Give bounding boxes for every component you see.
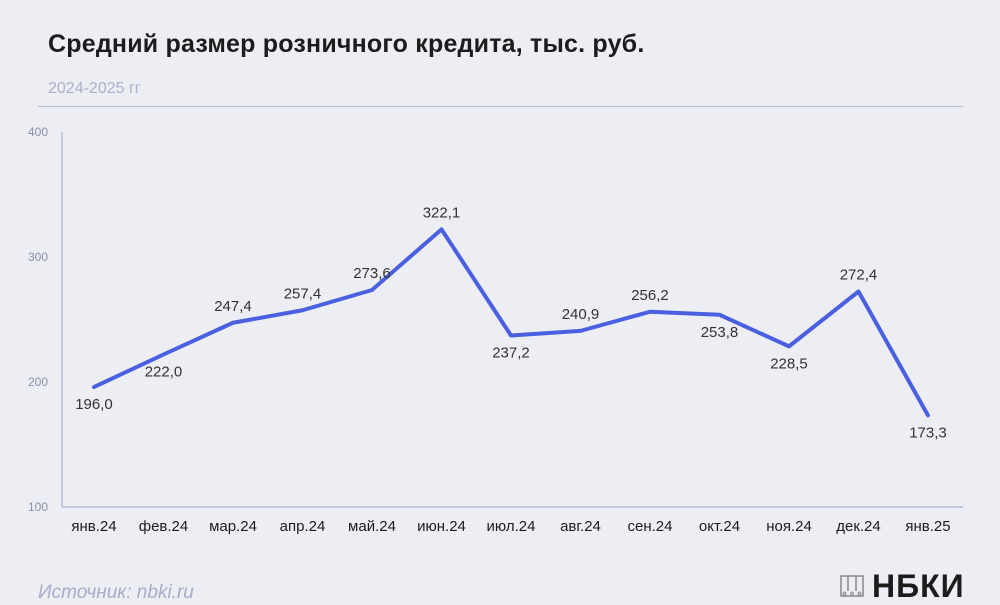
x-tick-label: ноя.24 — [766, 518, 812, 535]
chart-axes — [61, 132, 963, 508]
x-tick-label: июн.24 — [417, 518, 466, 535]
data-label: 273,6 — [353, 265, 391, 282]
brand-name: НБКИ — [872, 568, 965, 604]
data-label: 272,4 — [840, 267, 878, 284]
y-tick-label: 400 — [28, 125, 48, 139]
x-tick-labels: янв.24 фев.24 мар.24 апр.24 май.24 июн.24 июл.… — [71, 518, 950, 535]
data-label: 196,0 — [75, 396, 113, 413]
y-tick-label: 200 — [28, 375, 48, 389]
chart-subtitle: 2024-2025 гг — [48, 80, 141, 97]
data-label: 240,9 — [562, 306, 600, 323]
source-note: Источник: nbki.ru — [38, 582, 194, 603]
data-label: 256,2 — [631, 287, 669, 304]
data-label: 173,3 — [909, 424, 947, 441]
x-tick-label: авг.24 — [560, 518, 601, 535]
data-label: 253,8 — [701, 324, 739, 341]
x-tick-label: май.24 — [348, 518, 396, 535]
y-tick-label: 300 — [28, 250, 48, 264]
brand-logo: НБКИ — [840, 570, 965, 602]
x-tick-label: янв.24 — [71, 518, 116, 535]
y-tick-label: 100 — [28, 500, 48, 514]
y-tick-labels: 100 200 300 400 — [28, 125, 48, 514]
data-label: 237,2 — [492, 345, 530, 362]
data-label: 228,5 — [770, 355, 808, 372]
data-label: 322,1 — [423, 204, 461, 221]
x-tick-label: июл.24 — [487, 518, 536, 535]
chart-title: Средний размер розничного кредита, тыс. … — [48, 30, 645, 58]
series-line-group — [92, 227, 930, 418]
header-divider — [38, 106, 963, 107]
data-label: 222,0 — [145, 364, 183, 381]
x-tick-label: мар.24 — [209, 518, 257, 535]
series-line — [92, 227, 930, 418]
x-tick-label: дек.24 — [836, 518, 881, 535]
data-label: 257,4 — [284, 285, 322, 302]
brand-columns-icon — [840, 575, 864, 597]
x-tick-label: фев.24 — [139, 518, 189, 535]
data-labels: 196,0 222,0 247,4 257,4 273,6 322,1 237,2 240,9… — [75, 204, 947, 441]
x-tick-label: апр.24 — [280, 518, 326, 535]
x-tick-label: янв.25 — [905, 518, 950, 535]
data-label: 247,4 — [214, 298, 252, 315]
x-tick-label: окт.24 — [699, 518, 740, 535]
x-tick-label: сен.24 — [628, 518, 673, 535]
